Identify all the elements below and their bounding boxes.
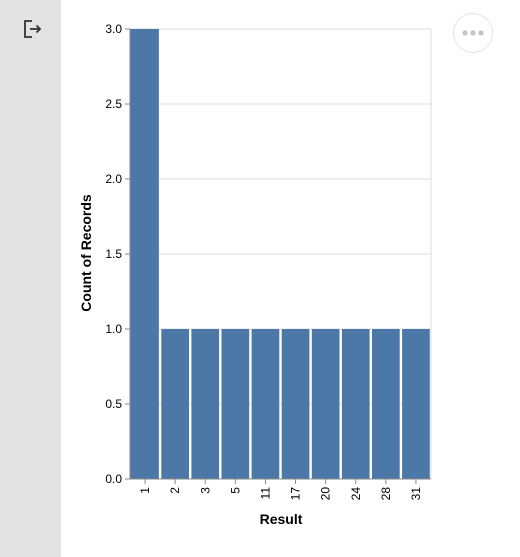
bar[interactable] [251,329,280,479]
y-tick-label: 1.0 [105,322,122,336]
x-tick-label: 28 [379,487,393,501]
bar[interactable] [372,329,400,479]
x-tick-label: 20 [319,487,333,501]
exit-button[interactable] [17,14,47,44]
bar[interactable] [402,329,430,479]
x-tick-label: 24 [349,487,363,501]
y-axis-title: Count of Records [78,194,94,312]
x-tick-label: 17 [289,487,303,501]
x-tick-label: 11 [258,487,272,500]
exit-icon [24,20,42,38]
bar[interactable] [311,329,340,479]
y-tick-label: 1.5 [105,247,122,261]
axes: 0.0 0.5 1.0 1.5 2.0 2.5 3.0 1 2 3 5 11 17 20 24 28 31 [105,22,431,500]
x-tick-label: 5 [228,487,242,494]
y-tick-label: 0.5 [105,397,122,411]
y-tick-label: 0.0 [105,472,122,486]
bar[interactable] [281,329,310,479]
x-tick-label: 31 [409,487,423,501]
y-tick-label: 2.5 [105,97,122,111]
bar[interactable] [341,329,370,479]
bar[interactable] [130,29,159,479]
x-tick-label: 1 [138,487,152,494]
left-sidebar [0,0,61,557]
more-actions-button[interactable] [453,13,493,53]
y-tick-label: 3.0 [105,22,122,36]
bar[interactable] [221,329,250,479]
x-axis-title: Result [260,511,303,527]
y-tick-label: 2.0 [105,172,122,186]
x-tick-label: 3 [198,487,212,494]
x-tick-label: 2 [168,487,182,494]
bar[interactable] [161,329,189,479]
bar[interactable] [191,329,220,479]
bars [130,29,430,479]
ellipsis-icon [462,30,484,36]
